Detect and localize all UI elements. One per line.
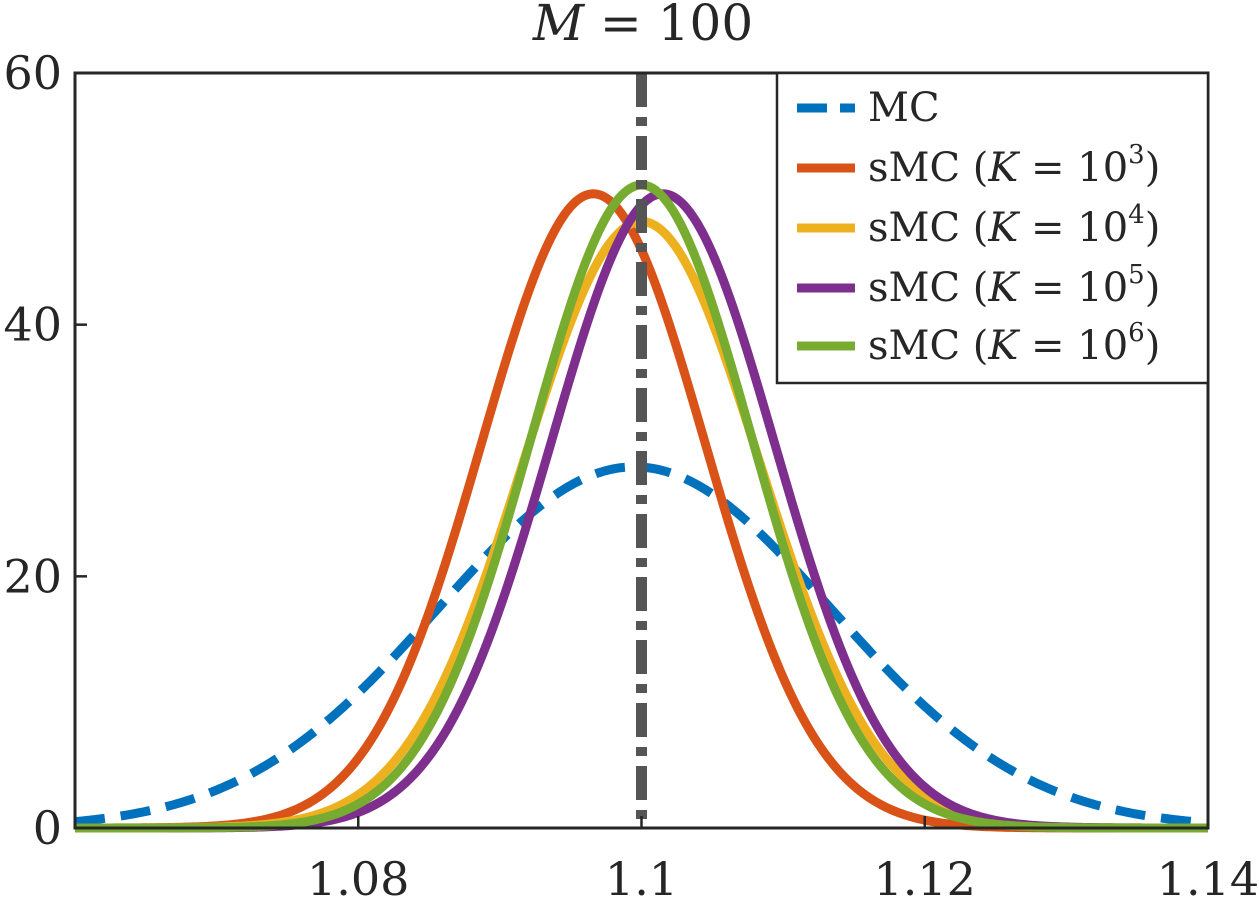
x-tick-label: 1.14: [1157, 852, 1259, 900]
x-tick-label: 1.1: [605, 852, 678, 900]
legend-label-smc-k1e4: sMC (K = 104): [868, 200, 1160, 251]
ticks-layer: 1.08 1.1 1.12 1.14 0 20 40 60: [3, 46, 1259, 900]
chart-title-variable: M: [532, 0, 586, 52]
x-tick-label: 1.12: [874, 852, 976, 900]
legend-box: [775, 71, 1210, 385]
chart-title-value: = 100: [584, 0, 753, 52]
legend-label-smc-k1e6: sMC (K = 106): [868, 318, 1160, 369]
legend-label-smc-k1e5: sMC (K = 105): [868, 260, 1160, 311]
y-tick-label: 60: [3, 46, 62, 100]
legend: MC sMC (K = 103) sMC (K = 104) sMC (K = …: [775, 71, 1210, 385]
y-tick-label: 40: [3, 298, 62, 352]
legend-label-mc: MC: [868, 85, 940, 131]
legend-label-smc-k1e3: sMC (K = 103): [868, 140, 1160, 191]
y-tick-label: 0: [33, 801, 62, 855]
chart-title: M = 100: [532, 0, 753, 52]
y-tick-label: 20: [3, 549, 62, 603]
x-tick-label: 1.08: [307, 852, 409, 900]
